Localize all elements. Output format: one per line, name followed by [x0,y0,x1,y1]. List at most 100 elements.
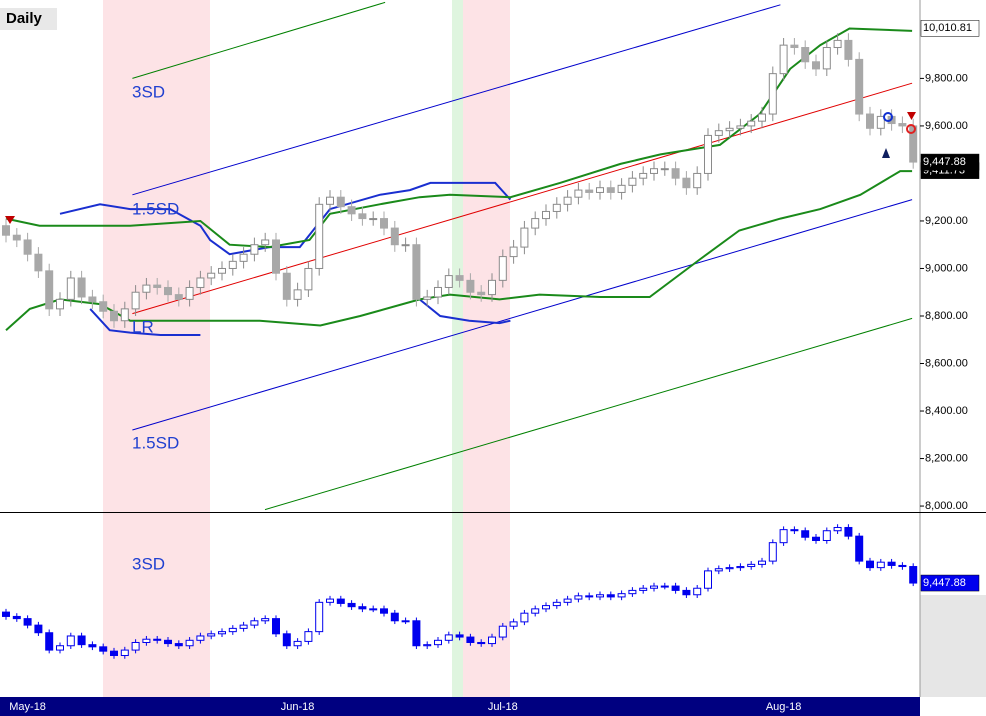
candle-body [207,272,216,279]
candle-body [855,58,864,115]
candle-body [358,213,367,220]
price-tag [920,574,980,592]
candle-body [412,244,421,300]
candle-body [358,606,367,610]
candle-body [120,649,129,657]
candle-body [693,172,702,189]
candle-body [844,526,853,537]
candle-body [239,624,248,629]
candle-body [650,585,658,589]
candle-body [704,134,712,174]
candle-body [909,566,918,584]
candle-body [444,634,453,641]
x-tick-label: Jun-18 [281,701,315,713]
candle-body [542,210,550,220]
candle-body [812,61,820,70]
price-tag-label: 9,447.88 [923,577,966,589]
candle-body [596,187,604,193]
candle-body [218,631,226,635]
candle-body [477,291,486,296]
candle-body [423,644,432,647]
y-tick-label: 8,600.00 [925,357,968,369]
candle-body [898,564,907,568]
candle-body [498,625,507,638]
candle-body [412,620,421,647]
candle-body [498,256,507,281]
axis-fill [920,595,986,697]
candle-body [488,279,496,296]
candle-body [261,618,270,622]
shade [452,0,463,697]
candle-body [574,595,583,600]
candle-body [790,529,799,532]
signal-marker [883,112,893,122]
candle-body [380,218,388,229]
x-tick-label: Jul-18 [488,701,518,713]
candle-body [444,275,453,288]
annotation: 1.5SD [132,433,179,452]
annotation: 1.5SD [132,199,179,218]
candle-body [855,535,864,562]
candle-body [822,530,831,541]
candle-body [196,635,205,641]
candle-body [34,253,43,272]
overlay-line [132,82,913,315]
y-tick-label: 9,200.00 [925,215,968,227]
candle-body [174,294,183,300]
candle-body [131,641,140,651]
candle-body [282,272,291,300]
overlay-line [89,298,511,336]
candle-body [153,638,162,641]
candle-body [185,639,194,647]
candle-body [434,639,442,646]
y-tick-label: 9,600.00 [925,120,968,132]
candle-body [758,113,766,122]
candle-body [768,73,777,115]
y-tick-label: 8,000.00 [925,500,968,512]
candle-body [693,587,702,596]
candle-body [866,113,874,129]
candle-body [542,605,550,610]
candle-body [66,277,75,300]
candle-body [326,598,334,603]
candle-body [552,203,561,212]
candle-body [23,239,32,255]
candle-body [822,47,831,70]
candle-body [509,246,518,258]
candle-body [779,529,788,544]
candle-body [790,44,799,49]
candle-body [261,239,270,246]
candle-body [660,168,669,171]
candle-body [207,633,216,637]
candle-body [876,561,885,569]
signal-marker [907,112,916,120]
overlay-line [132,4,781,196]
candle-body [628,177,637,186]
candle-body [282,633,291,647]
candle-body [434,286,442,298]
x-axis-bar [0,697,920,716]
candle-body [617,593,626,598]
candle-body [77,635,86,646]
candle-body [520,612,529,623]
x-tick-label: Aug-18 [766,701,801,713]
signal-marker [5,216,15,224]
candle-body [671,585,680,591]
candle-body [34,624,43,634]
candle-body [2,225,10,236]
candle-body [531,218,540,229]
candle-body [304,631,313,642]
signal-marker [882,148,890,158]
candle-body [56,645,64,651]
candle-body [833,39,842,49]
candle-body [596,594,604,598]
candle-body [390,227,399,246]
candle-body [164,639,172,645]
candle-body [423,296,432,300]
annotation: LR [132,317,154,336]
candle-body [585,595,594,598]
candle-body [531,608,540,614]
shade [103,0,210,697]
candle-body [617,184,626,193]
